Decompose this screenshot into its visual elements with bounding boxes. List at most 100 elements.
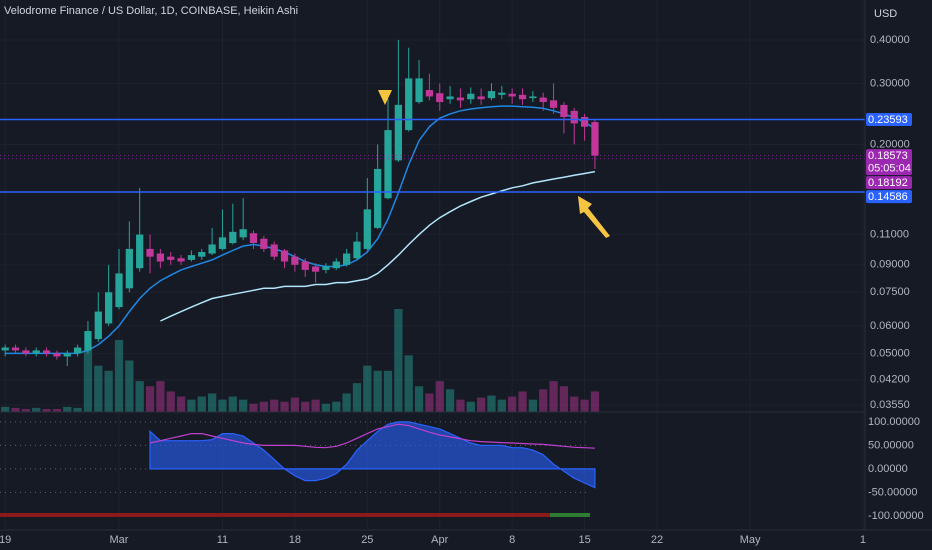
volume-bar [590, 391, 600, 412]
price-label-box [866, 176, 912, 190]
x-tick-label: Apr [431, 534, 448, 546]
candle-body [156, 253, 164, 262]
candle-body [580, 116, 589, 127]
candle-body [167, 256, 175, 260]
candle-body [32, 350, 40, 354]
volume-bar [125, 360, 134, 412]
volume-bar [301, 401, 310, 412]
candle-body [270, 244, 278, 257]
price-label-box [866, 149, 912, 176]
candle-body [394, 104, 402, 161]
y-tick-label: 50.00000 [868, 439, 914, 451]
y-tick-label: 100.00000 [868, 416, 920, 428]
volume-bar [580, 399, 589, 412]
candle-body [177, 258, 185, 262]
y-tick-label: 0.30000 [870, 77, 910, 89]
candle-body [570, 110, 578, 124]
volume-bar [207, 393, 217, 412]
volume-bar [249, 403, 258, 412]
candle-body [549, 100, 558, 108]
y-tick-label: 0.09000 [870, 259, 910, 271]
trend-strip [550, 513, 590, 517]
plot [0, 39, 865, 489]
volume-bar [342, 393, 351, 412]
chart-title: Velodrome Finance / US Dollar, 1D, COINB… [4, 5, 298, 17]
trend-strip [0, 513, 550, 517]
oscillator-area [149, 421, 596, 489]
y-tick-label: 0.40000 [870, 34, 910, 46]
candle-body [446, 96, 454, 100]
y-tick-label: 0.04200 [870, 374, 910, 386]
volume-bar [394, 309, 403, 412]
y-tick-label: 0.07500 [870, 286, 910, 298]
volume-bar [528, 399, 538, 412]
candle-body [384, 130, 392, 199]
volume-bar [145, 386, 155, 412]
candle-body [508, 93, 516, 97]
oscillator-line [149, 423, 595, 449]
volume-bar [104, 370, 113, 412]
volume-bar [218, 399, 227, 412]
candle-body [311, 266, 320, 272]
volume-bar [114, 339, 124, 412]
y-tick-label: 0.20000 [870, 138, 910, 150]
candle-body [374, 168, 382, 228]
x-tick-label: May [740, 534, 761, 546]
candle-body [136, 234, 144, 269]
countdown: 05:05:04 [868, 163, 911, 175]
price-label: 0.23593 [868, 114, 908, 126]
candle-body [218, 237, 227, 249]
x-tick-label: 19 [0, 534, 11, 546]
candle-body [125, 248, 133, 289]
candle-body [498, 92, 506, 95]
candle-body [353, 241, 361, 259]
candle-body [291, 256, 299, 265]
candle-body [84, 331, 92, 351]
volume-bar [11, 407, 20, 412]
candle-body [301, 261, 309, 270]
candle-body [53, 353, 61, 357]
volume-bar [435, 381, 444, 412]
candle-body [332, 261, 340, 269]
volume-bar [476, 397, 486, 412]
candle-body [22, 350, 30, 354]
candle-body [105, 292, 113, 324]
moving-average [5, 105, 596, 355]
candle-body [260, 238, 268, 249]
y-tick-label: 0.11000 [870, 228, 909, 240]
candle-body [415, 78, 423, 103]
volume-bar [425, 393, 434, 412]
volume-bar [290, 397, 300, 412]
volume-bar [570, 396, 579, 412]
candle-body [146, 248, 154, 257]
volume-bar [549, 381, 558, 412]
volume-bar [373, 370, 382, 412]
x-tick-label: 18 [289, 534, 301, 546]
x-tick-label: 1 [860, 534, 866, 546]
y-tick-label: 0.06000 [870, 320, 910, 332]
currency: USD [874, 8, 897, 20]
volume-bar [239, 399, 248, 412]
volume-bar [311, 399, 320, 412]
candle-body [425, 90, 434, 97]
y-tick-label: 0.00000 [868, 463, 908, 475]
volume-bar [321, 403, 331, 412]
volume-bar [94, 365, 103, 412]
volume-bar [63, 406, 72, 412]
candle-body [436, 93, 444, 103]
volume-bar [228, 396, 237, 412]
candle-body [560, 104, 568, 117]
candle-body [477, 96, 485, 100]
x-tick-label: 11 [217, 534, 228, 546]
volume-bar [404, 355, 413, 412]
volume-bar [497, 399, 506, 412]
volume-bar [518, 391, 527, 412]
price-label: 0.18573 [868, 150, 908, 162]
candle-body [456, 97, 465, 101]
volume-bar [466, 401, 475, 412]
candle-body [73, 347, 82, 354]
candle-body [280, 250, 289, 262]
axes: 0.40000 0.30000 0.20000 0.11000 0.09000 0.075… [0, 34, 924, 546]
candle-body [529, 96, 537, 99]
